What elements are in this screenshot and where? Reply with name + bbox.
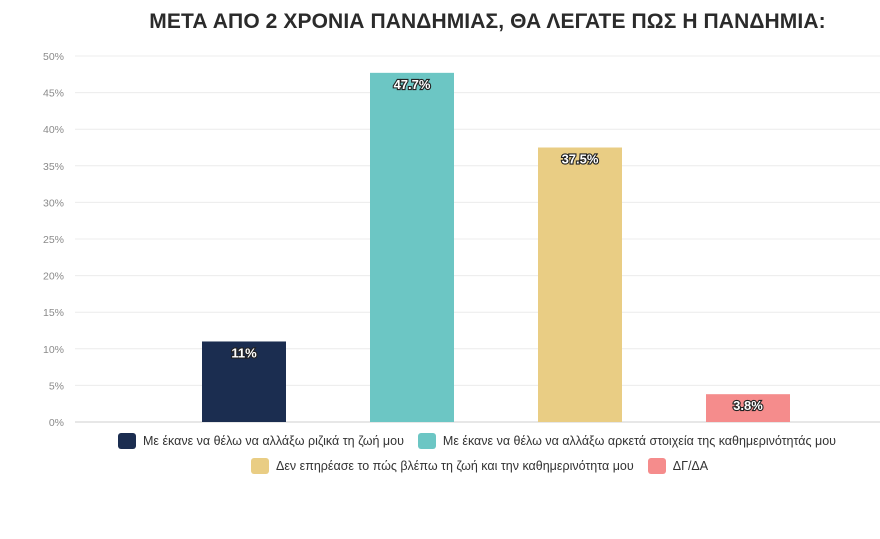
y-tick-label: 10% — [43, 344, 64, 356]
legend-item-dk-na[interactable]: ΔΓ/ΔΑ — [647, 458, 709, 474]
y-tick-label: 0% — [49, 417, 64, 429]
data-label: 3.8% — [733, 398, 763, 413]
bar — [706, 394, 790, 422]
legend-swatch — [417, 433, 436, 449]
legend-swatch — [647, 458, 666, 474]
y-tick-label: 30% — [43, 197, 64, 209]
bar — [202, 341, 286, 422]
y-tick-label: 25% — [43, 234, 64, 246]
legend-row-1: Με έκανε να θέλω να αλλάξω ριζικά τη ζωή… — [118, 433, 850, 449]
legend-item-several[interactable]: Με έκανε να θέλω να αλλάξω αρκετά στοιχε… — [417, 433, 836, 449]
data-label: 47.7% — [394, 77, 431, 92]
legend-item-no-effect[interactable]: Δεν επηρέασε το πώς βλέπω τη ζωή και την… — [251, 458, 634, 474]
legend-label: ΔΓ/ΔΑ — [672, 459, 709, 473]
y-tick-label: 50% — [43, 51, 64, 63]
y-tick-label: 40% — [43, 124, 64, 136]
data-label: 37.5% — [562, 152, 599, 167]
legend-label: Με έκανε να θέλω να αλλάξω ριζικά τη ζωή… — [143, 434, 404, 448]
y-tick-label: 15% — [43, 307, 64, 319]
legend-label: Με έκανε να θέλω να αλλάξω αρκετά στοιχε… — [442, 434, 836, 448]
y-tick-label: 5% — [49, 380, 64, 392]
bar — [538, 147, 622, 422]
legend-swatch — [251, 458, 269, 474]
y-tick-label: 35% — [43, 161, 64, 173]
y-tick-label: 20% — [43, 271, 64, 283]
legend-row-2: Δεν επηρέασε το πώς βλέπω τη ζωή και την… — [251, 458, 722, 474]
y-tick-label: 45% — [43, 88, 64, 100]
chart-title: ΜΕΤΑ ΑΠΟ 2 ΧΡΟΝΙΑ ΠΑΝΔΗΜΙΑΣ, ΘΑ ΛΕΓΑΤΕ Π… — [149, 10, 826, 33]
legend-label: Δεν επηρέασε το πώς βλέπω τη ζωή και την… — [276, 459, 634, 473]
legend-swatch — [118, 433, 136, 449]
legend-item-radical[interactable]: Με έκανε να θέλω να αλλάξω ριζικά τη ζωή… — [118, 433, 404, 449]
bar — [370, 72, 454, 422]
data-label: 11% — [231, 345, 257, 360]
